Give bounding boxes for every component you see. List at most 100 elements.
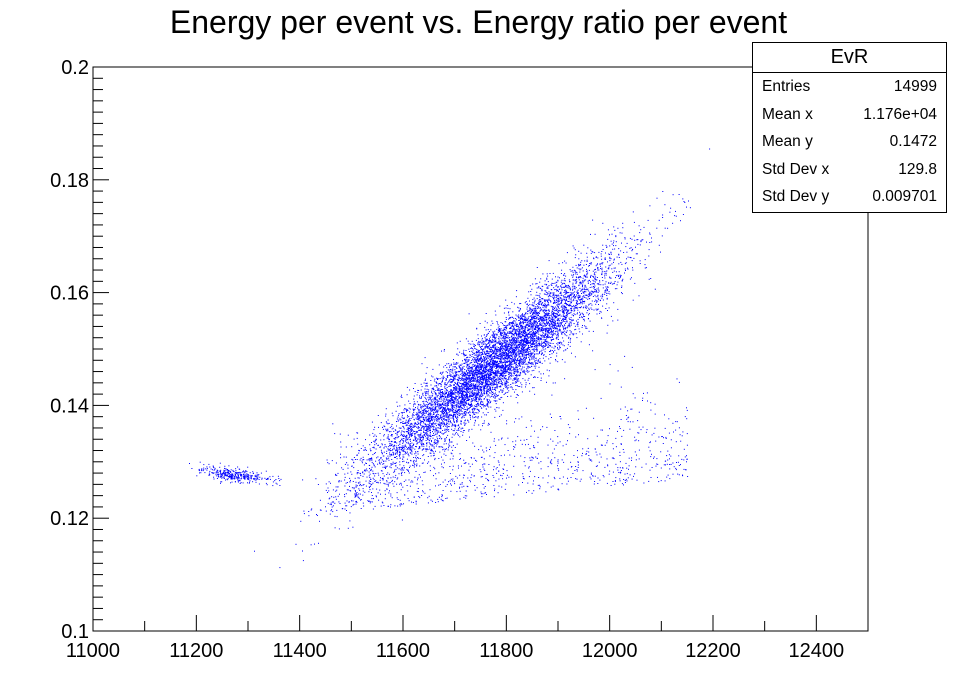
data-point	[524, 359, 526, 360]
data-point	[535, 311, 537, 313]
data-point	[526, 338, 528, 340]
data-point	[352, 526, 354, 528]
data-point	[542, 347, 544, 349]
data-point	[498, 381, 500, 383]
data-point	[378, 461, 380, 463]
data-point	[359, 481, 361, 483]
data-point	[531, 323, 533, 325]
data-point	[534, 278, 536, 280]
data-point	[419, 446, 421, 448]
data-point	[543, 341, 545, 343]
data-point	[529, 390, 531, 392]
data-point	[445, 402, 447, 404]
data-point	[624, 237, 626, 239]
data-point	[377, 492, 379, 494]
data-point	[442, 446, 444, 448]
data-point	[621, 232, 623, 234]
data-point	[535, 340, 537, 342]
data-point	[371, 498, 373, 500]
data-point	[538, 366, 540, 368]
data-point	[580, 277, 582, 279]
data-point	[556, 304, 558, 306]
data-point	[522, 320, 524, 322]
data-point	[539, 310, 541, 311]
data-point	[486, 414, 487, 416]
data-point	[631, 250, 633, 252]
data-point	[488, 368, 490, 370]
data-point	[640, 240, 642, 242]
data-point	[460, 387, 462, 389]
data-point	[507, 361, 508, 363]
data-point	[464, 423, 466, 425]
data-point	[376, 488, 378, 490]
data-point	[570, 341, 571, 343]
data-point	[594, 252, 596, 254]
data-point	[506, 347, 508, 349]
data-point	[405, 439, 407, 441]
data-point	[512, 361, 514, 363]
data-point	[416, 424, 418, 426]
data-point	[466, 383, 468, 385]
data-point	[521, 360, 522, 362]
data-point	[522, 323, 524, 325]
data-point	[521, 322, 523, 324]
data-point	[534, 376, 536, 378]
data-point	[482, 423, 484, 424]
data-point	[462, 401, 464, 403]
data-point	[430, 380, 432, 381]
data-point	[541, 327, 543, 329]
data-point	[370, 468, 372, 470]
data-point	[423, 421, 425, 423]
data-point	[486, 368, 488, 370]
data-point	[450, 375, 452, 377]
data-point	[371, 483, 373, 485]
data-point	[456, 384, 458, 386]
data-point	[460, 364, 462, 366]
data-point	[571, 296, 573, 298]
data-point	[482, 382, 483, 384]
data-point	[526, 349, 527, 351]
data-point	[524, 363, 526, 365]
data-point	[537, 327, 539, 329]
data-point	[481, 353, 483, 355]
data-point	[438, 438, 440, 439]
data-point	[458, 386, 460, 388]
data-point	[560, 293, 562, 295]
data-point	[489, 376, 491, 378]
data-point	[450, 410, 452, 412]
data-point	[404, 422, 405, 424]
data-point	[421, 445, 423, 447]
data-point	[523, 353, 525, 355]
data-point	[519, 323, 521, 325]
data-point	[569, 319, 571, 320]
data-point	[483, 364, 485, 366]
data-point	[446, 399, 448, 401]
data-point	[559, 313, 561, 315]
data-point	[595, 296, 597, 298]
data-point	[501, 390, 503, 392]
data-point	[462, 379, 463, 381]
data-point	[532, 317, 533, 319]
data-point	[509, 351, 511, 353]
data-point	[517, 369, 519, 370]
data-point	[531, 343, 532, 345]
data-point	[487, 394, 489, 396]
data-point	[450, 389, 452, 391]
data-point	[405, 452, 407, 454]
data-point	[566, 314, 568, 316]
data-point	[346, 500, 348, 502]
data-point	[504, 368, 506, 370]
data-point	[461, 416, 463, 418]
data-point	[456, 342, 458, 344]
data-point	[520, 328, 522, 330]
data-point	[618, 263, 620, 265]
data-point	[463, 399, 465, 401]
data-point	[455, 367, 457, 369]
data-point	[424, 404, 426, 406]
data-point	[477, 362, 479, 364]
data-point	[451, 403, 453, 405]
data-point	[464, 359, 466, 361]
data-point	[423, 431, 424, 433]
data-point	[350, 479, 351, 481]
data-point	[483, 398, 485, 399]
